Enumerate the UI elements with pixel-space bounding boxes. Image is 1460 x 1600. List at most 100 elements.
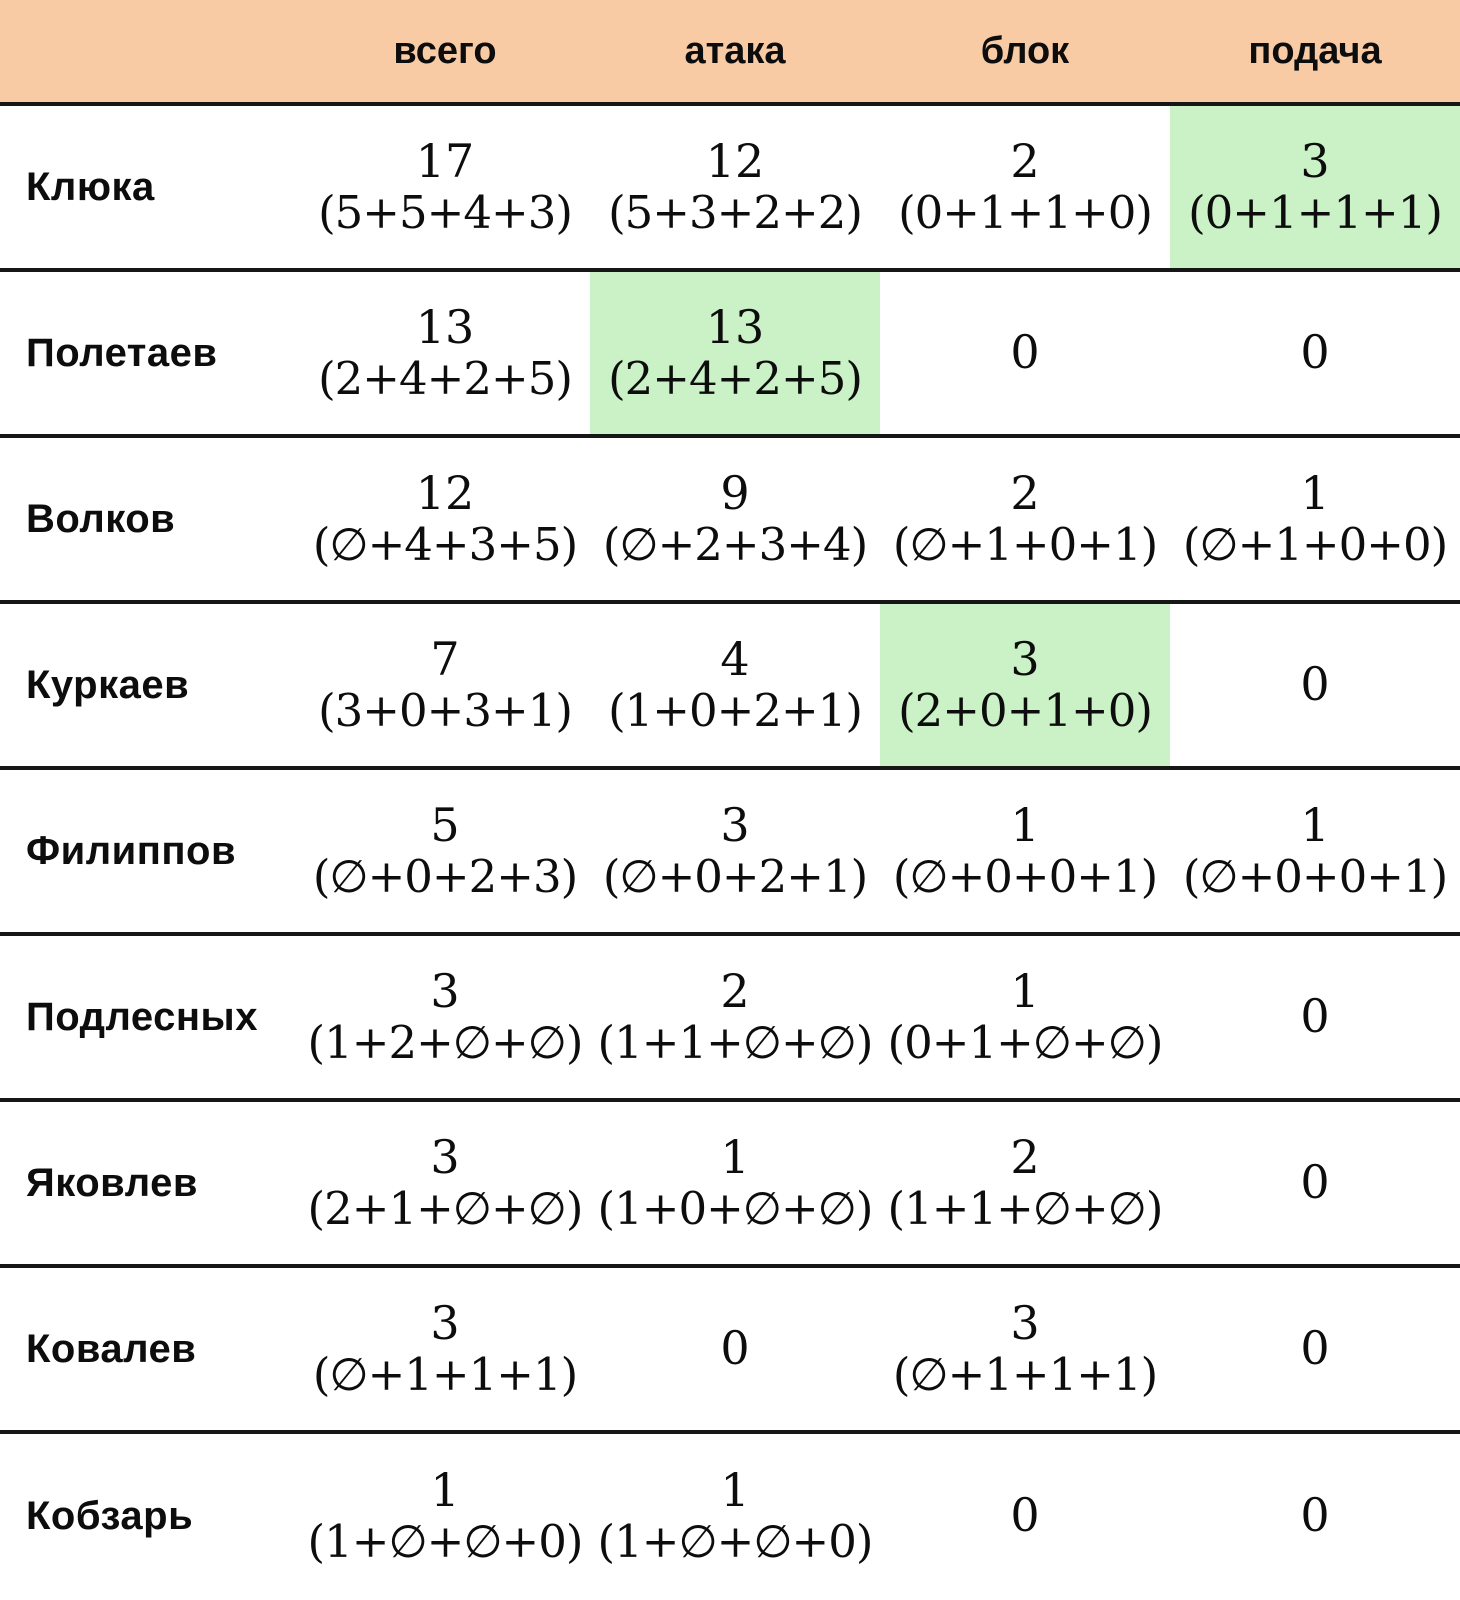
stat-breakdown: (∅+1+0+1) bbox=[892, 517, 1158, 571]
stat-value: 2 bbox=[1010, 466, 1040, 521]
player-name: Яковлев bbox=[26, 1160, 198, 1205]
stat-breakdown: (3+0+3+1) bbox=[318, 683, 573, 737]
stat-cell-serve: 1 (∅+0+0+1) bbox=[1170, 768, 1460, 934]
stat-breakdown: (1+∅+∅+0) bbox=[597, 1514, 874, 1568]
stat-cell-total: 7 (3+0+3+1) bbox=[300, 602, 590, 768]
stat-value: 1 bbox=[1300, 798, 1330, 853]
stat-value: 5 bbox=[430, 798, 460, 853]
table-row: Филиппов 5 (∅+0+2+3) 3 (∅+0+2+1) 1 (∅+0+… bbox=[0, 768, 1460, 934]
stat-value: 0 bbox=[1010, 325, 1040, 380]
stat-cell-total: 3 (1+2+∅+∅) bbox=[300, 934, 590, 1100]
stat-cell-total: 3 (∅+1+1+1) bbox=[300, 1266, 590, 1432]
stat-breakdown: (∅+0+2+3) bbox=[312, 849, 578, 903]
stat-breakdown: (1+0+∅+∅) bbox=[597, 1181, 874, 1235]
stat-breakdown: (∅+1+1+1) bbox=[892, 1347, 1158, 1401]
player-name: Кобзарь bbox=[26, 1493, 194, 1538]
stat-cell-total: 13 (2+4+2+5) bbox=[300, 270, 590, 436]
stat-value: 13 bbox=[415, 300, 475, 355]
table-row: Яковлев 3 (2+1+∅+∅) 1 (1+0+∅+∅) 2 (1+1+∅… bbox=[0, 1100, 1460, 1266]
stat-value: 12 bbox=[415, 466, 475, 521]
stat-breakdown: (5+5+4+3) bbox=[318, 185, 573, 239]
stat-breakdown: (5+3+2+2) bbox=[608, 185, 863, 239]
stat-breakdown: (∅+0+0+1) bbox=[1182, 849, 1448, 903]
stat-value: 2 bbox=[1010, 134, 1040, 189]
table-row: Полетаев 13 (2+4+2+5) 13 (2+4+2+5) 0 0 bbox=[0, 270, 1460, 436]
stat-value: 1 bbox=[1010, 964, 1040, 1019]
stat-breakdown: (0+1+1+1) bbox=[1188, 185, 1443, 239]
stat-breakdown: (∅+0+2+1) bbox=[602, 849, 868, 903]
stat-cell-serve: 0 bbox=[1170, 934, 1460, 1100]
stat-breakdown: (2+0+1+0) bbox=[898, 683, 1153, 737]
stat-value: 1 bbox=[720, 1463, 750, 1518]
stat-cell-block: 2 (0+1+1+0) bbox=[880, 104, 1170, 270]
stat-cell-block: 3 (∅+1+1+1) bbox=[880, 1266, 1170, 1432]
stat-cell-total: 17 (5+5+4+3) bbox=[300, 104, 590, 270]
stat-cell-attack: 9 (∅+2+3+4) bbox=[590, 436, 880, 602]
stat-cell-block: 2 (1+1+∅+∅) bbox=[880, 1100, 1170, 1266]
stat-cell-attack: 4 (1+0+2+1) bbox=[590, 602, 880, 768]
stat-breakdown: (1+0+2+1) bbox=[608, 683, 863, 737]
stat-cell-total: 3 (2+1+∅+∅) bbox=[300, 1100, 590, 1266]
stat-cell-attack: 2 (1+1+∅+∅) bbox=[590, 934, 880, 1100]
stat-cell-total: 1 (1+∅+∅+0) bbox=[300, 1432, 590, 1598]
stat-value: 0 bbox=[1010, 1488, 1040, 1543]
table-row: Клюка 17 (5+5+4+3) 12 (5+3+2+2) 2 (0+1+1… bbox=[0, 104, 1460, 270]
stat-cell-serve: 3 (0+1+1+1) bbox=[1170, 104, 1460, 270]
stat-cell-total: 12 (∅+4+3+5) bbox=[300, 436, 590, 602]
player-column-header bbox=[0, 0, 300, 104]
stat-value: 12 bbox=[705, 134, 765, 189]
stat-cell-serve: 0 bbox=[1170, 1100, 1460, 1266]
stat-value: 17 bbox=[415, 134, 475, 189]
stat-value: 2 bbox=[720, 964, 750, 1019]
stat-cell-attack: 3 (∅+0+2+1) bbox=[590, 768, 880, 934]
stat-breakdown: (2+4+2+5) bbox=[608, 351, 863, 405]
stat-breakdown: (1+∅+∅+0) bbox=[307, 1514, 584, 1568]
stat-value: 0 bbox=[1300, 1321, 1330, 1376]
stat-value: 1 bbox=[1010, 798, 1040, 853]
stat-value: 3 bbox=[1010, 1296, 1040, 1351]
stat-breakdown: (1+1+∅+∅) bbox=[887, 1181, 1164, 1235]
stat-value: 1 bbox=[430, 1463, 460, 1518]
stat-value: 3 bbox=[430, 1130, 460, 1185]
stat-cell-attack: 1 (1+∅+∅+0) bbox=[590, 1432, 880, 1598]
column-header-attack: атака bbox=[684, 29, 786, 72]
stat-cell-serve: 1 (∅+1+0+0) bbox=[1170, 436, 1460, 602]
stat-value: 0 bbox=[720, 1321, 750, 1376]
stat-cell-block: 0 bbox=[880, 1432, 1170, 1598]
player-name: Ковалев bbox=[26, 1326, 197, 1371]
stat-breakdown: (∅+0+0+1) bbox=[892, 849, 1158, 903]
stat-value: 0 bbox=[1300, 989, 1330, 1044]
player-name: Полетаев bbox=[26, 330, 218, 375]
stat-cell-block: 3 (2+0+1+0) bbox=[880, 602, 1170, 768]
stat-value: 0 bbox=[1300, 657, 1330, 712]
stat-cell-block: 1 (0+1+∅+∅) bbox=[880, 934, 1170, 1100]
table-row: Куркаев 7 (3+0+3+1) 4 (1+0+2+1) 3 (2+0+1… bbox=[0, 602, 1460, 768]
table-row: Кобзарь 1 (1+∅+∅+0) 1 (1+∅+∅+0) 0 0 bbox=[0, 1432, 1460, 1598]
stat-cell-serve: 0 bbox=[1170, 1432, 1460, 1598]
player-name: Куркаев bbox=[26, 662, 190, 707]
stat-cell-total: 5 (∅+0+2+3) bbox=[300, 768, 590, 934]
column-header-serve: подача bbox=[1248, 29, 1382, 72]
stat-breakdown: (1+2+∅+∅) bbox=[307, 1015, 584, 1069]
player-name: Волков bbox=[26, 496, 176, 541]
stat-cell-serve: 0 bbox=[1170, 270, 1460, 436]
column-header-block: блок bbox=[980, 29, 1070, 72]
stat-breakdown: (∅+1+1+1) bbox=[312, 1347, 578, 1401]
stat-value: 0 bbox=[1300, 1155, 1330, 1210]
stat-breakdown: (1+1+∅+∅) bbox=[597, 1015, 874, 1069]
player-name: Клюка bbox=[26, 164, 155, 209]
stat-value: 2 bbox=[1010, 1130, 1040, 1185]
stat-breakdown: (∅+1+0+0) bbox=[1182, 517, 1448, 571]
stat-cell-attack: 12 (5+3+2+2) bbox=[590, 104, 880, 270]
stat-cell-attack: 0 bbox=[590, 1266, 880, 1432]
stat-cell-attack: 13 (2+4+2+5) bbox=[590, 270, 880, 436]
stat-value: 3 bbox=[430, 964, 460, 1019]
player-name: Филиппов bbox=[26, 828, 237, 873]
stat-value: 3 bbox=[720, 798, 750, 853]
stat-breakdown: (2+1+∅+∅) bbox=[307, 1181, 584, 1235]
header-row: всего атака блок подача bbox=[0, 0, 1460, 104]
table-row: Ковалев 3 (∅+1+1+1) 0 3 (∅+1+1+1) 0 bbox=[0, 1266, 1460, 1432]
stat-cell-serve: 0 bbox=[1170, 602, 1460, 768]
stat-value: 1 bbox=[1300, 466, 1330, 521]
